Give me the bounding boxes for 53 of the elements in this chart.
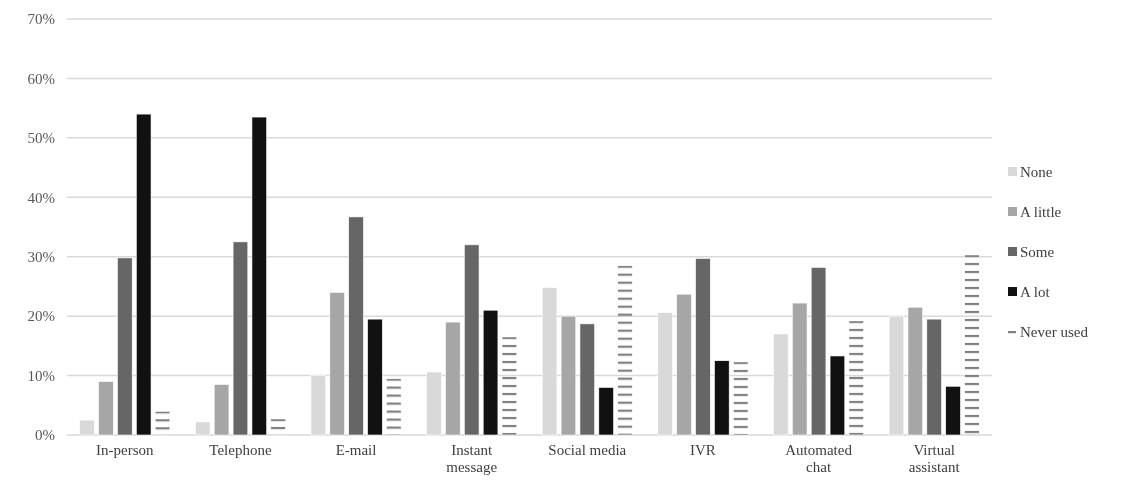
bar	[579, 323, 595, 436]
bar	[136, 113, 152, 436]
legend-label: None	[1020, 164, 1053, 181]
y-tick-label: 40%	[27, 189, 55, 206]
bar	[848, 320, 864, 436]
bar	[810, 267, 827, 436]
bar	[329, 292, 345, 436]
bar	[367, 318, 383, 436]
y-tick-label: 60%	[27, 70, 55, 87]
x-tick-label: In-person	[96, 442, 155, 458]
bar	[464, 244, 480, 436]
bar	[792, 302, 808, 436]
bar	[907, 306, 923, 436]
bar	[598, 387, 614, 436]
bar	[270, 418, 286, 436]
bar	[926, 318, 942, 436]
legend-label: A lot	[1020, 284, 1051, 301]
x-tick-label: Instant message	[446, 442, 498, 475]
y-tick-label: 0%	[35, 427, 55, 444]
y-tick-label: 30%	[27, 248, 55, 265]
y-tick-label: 20%	[27, 308, 55, 325]
bar	[386, 378, 402, 436]
y-tick-label: 10%	[27, 367, 55, 384]
bar	[117, 257, 133, 436]
bar	[348, 216, 364, 436]
bar	[829, 355, 846, 436]
bar	[154, 410, 171, 436]
bar	[695, 258, 711, 436]
bar	[733, 361, 749, 436]
x-tick-label: E-mail	[335, 442, 377, 458]
legend-label: A little	[1020, 204, 1062, 221]
bar	[98, 381, 114, 436]
legend-label: Some	[1020, 244, 1055, 261]
bar	[445, 321, 461, 436]
x-tick-label: Social media	[548, 442, 627, 458]
y-tick-label: 50%	[27, 130, 55, 147]
bar	[213, 384, 230, 436]
bar	[964, 254, 980, 436]
x-tick-label: Virtual assistant	[908, 442, 961, 475]
x-tick-label: IVR	[690, 442, 716, 458]
legend-label: Never used	[1020, 324, 1089, 341]
x-tick-label: Automated chat	[785, 442, 853, 475]
bar	[560, 315, 577, 436]
bar	[232, 241, 249, 436]
bar	[617, 265, 633, 436]
bar	[714, 360, 730, 436]
bar	[676, 293, 692, 436]
bar	[251, 116, 267, 436]
bar	[501, 336, 518, 436]
x-tick-label: Telephone	[209, 442, 272, 458]
bar	[482, 309, 499, 436]
y-tick-label: 70%	[27, 11, 55, 28]
bar	[945, 385, 961, 436]
